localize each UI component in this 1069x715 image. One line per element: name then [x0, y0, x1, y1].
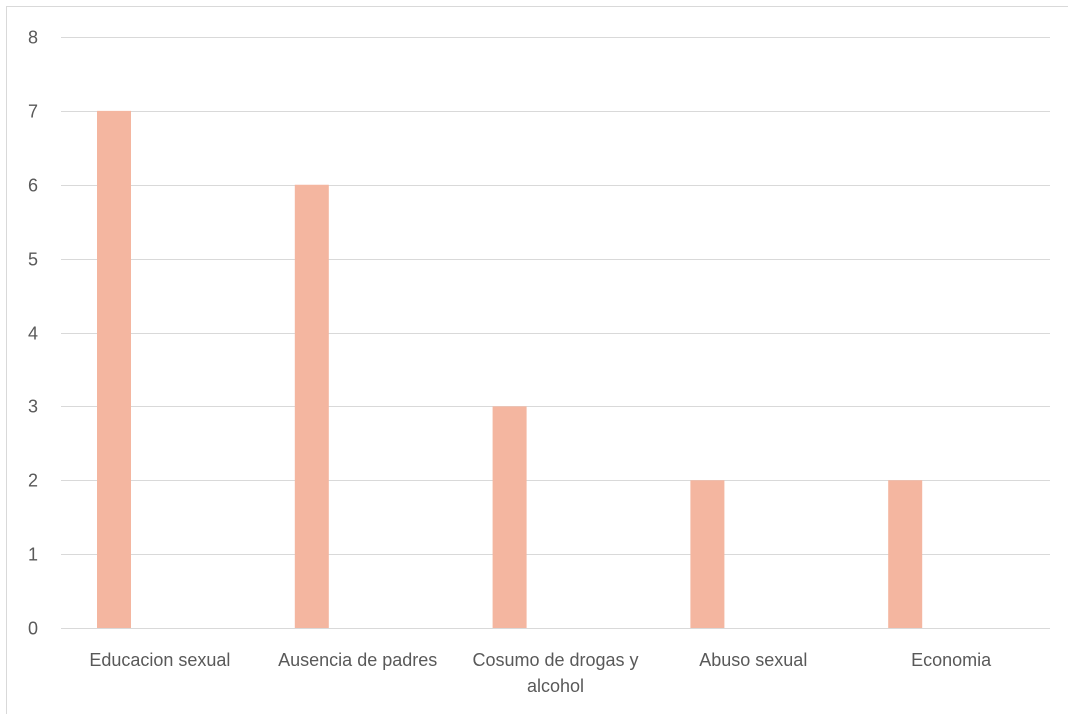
- x-axis-ticks: Educacion sexual Ausencia de padres Cosumo…: [89, 650, 992, 696]
- x-tick-label: Cosumo de drogas y alcohol: [472, 650, 638, 696]
- y-tick-label: 7: [28, 102, 38, 122]
- y-tick-label: 6: [28, 176, 38, 196]
- y-tick-label: 0: [28, 619, 38, 639]
- bar: [690, 480, 725, 628]
- x-tick-label: Abuso sexual: [699, 650, 807, 670]
- bar: [294, 184, 329, 628]
- x-tick-label: Economia: [911, 650, 992, 670]
- chart-frame: [6, 6, 1068, 714]
- bar: [888, 480, 923, 628]
- y-tick-label: 5: [28, 250, 38, 270]
- y-tick-label: 2: [28, 471, 38, 491]
- y-tick-label: 4: [28, 324, 38, 344]
- bars: [97, 110, 923, 628]
- x-tick-label: Ausencia de padres: [278, 650, 437, 670]
- y-tick-label: 3: [28, 397, 38, 417]
- y-axis-ticks: 0 1 2 3 4 5 6 7 8: [28, 28, 38, 639]
- y-tick-label: 1: [28, 545, 38, 565]
- y-tick-label: 8: [28, 28, 38, 48]
- x-tick-label: Educacion sexual: [89, 650, 230, 670]
- bar: [492, 406, 527, 628]
- gridlines: [61, 37, 1050, 629]
- bar: [97, 110, 131, 628]
